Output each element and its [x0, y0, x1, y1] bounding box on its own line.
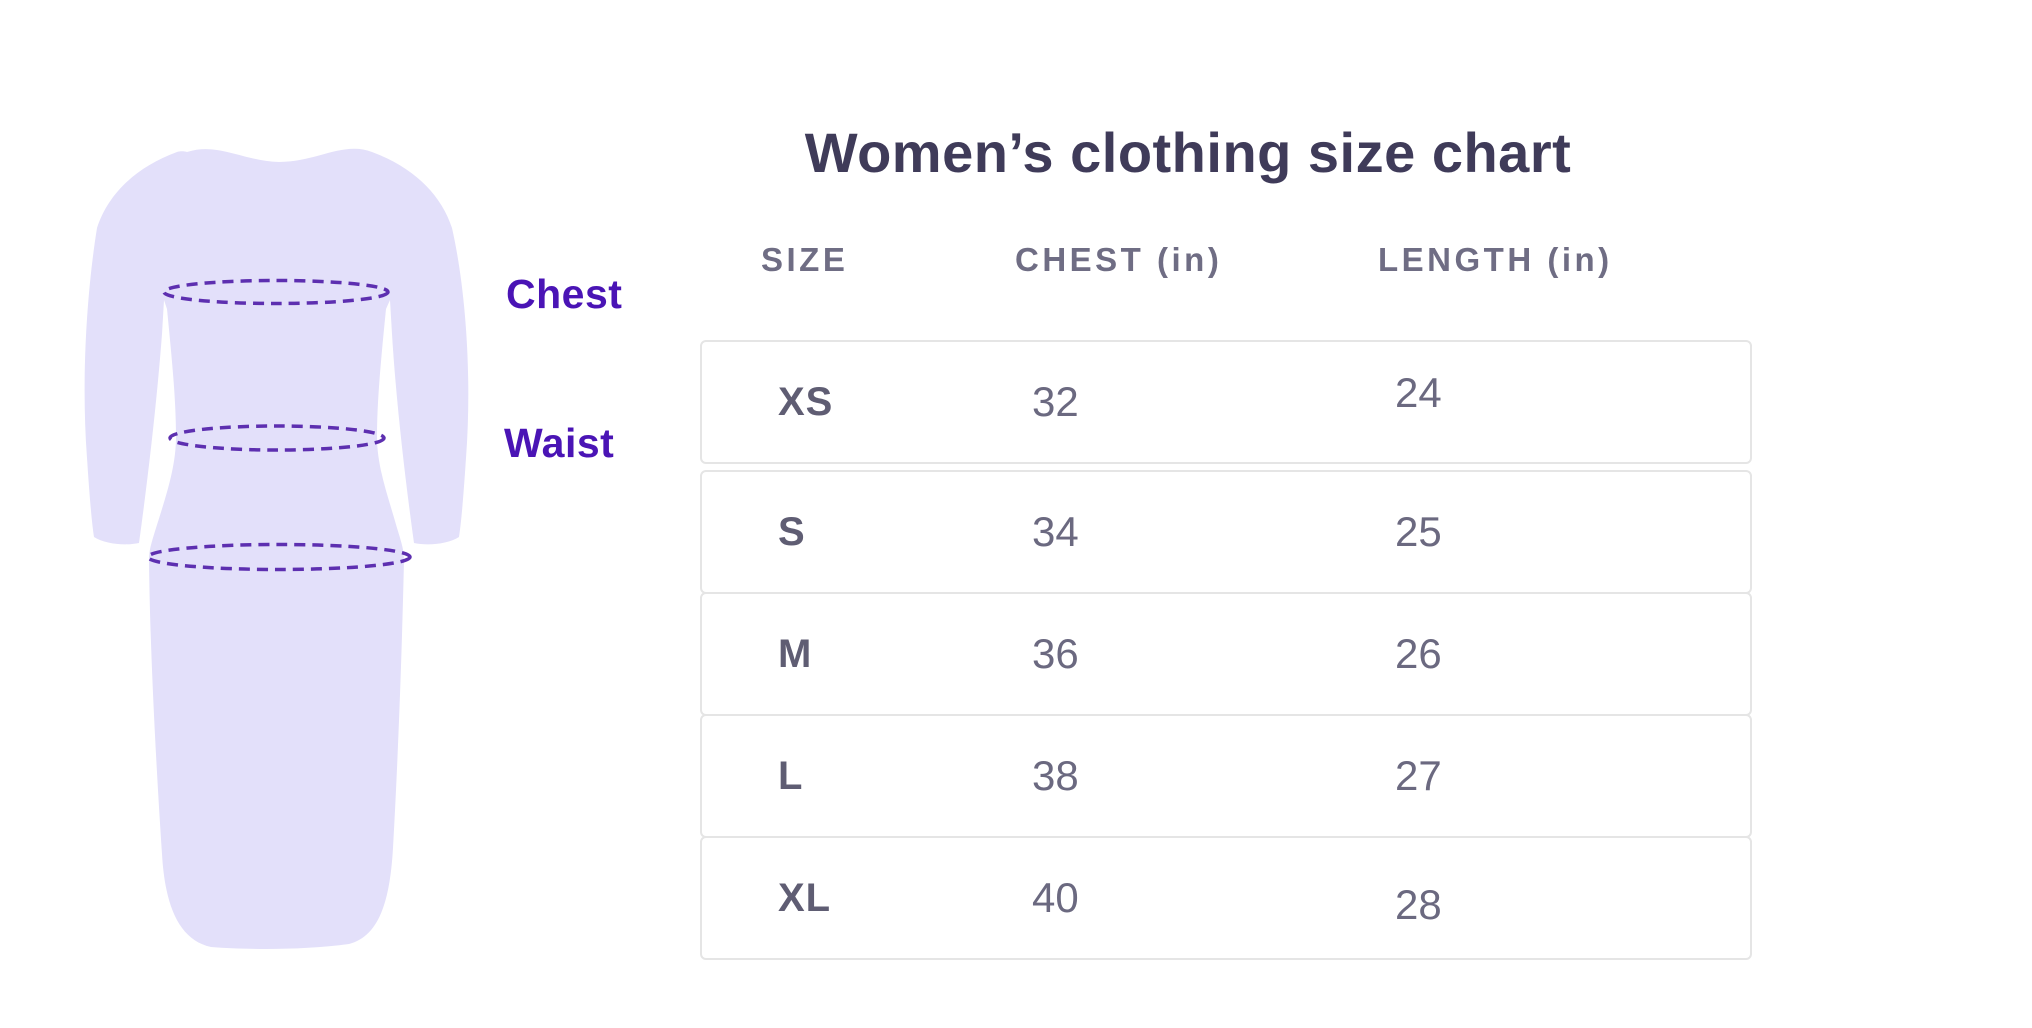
chest-cell: 32 [1032, 378, 1079, 425]
chest-cell: 38 [1032, 752, 1079, 799]
length-cell: 25 [1395, 508, 1442, 555]
length-cell: 26 [1395, 630, 1442, 677]
length-cell: 28 [1395, 881, 1442, 928]
page-title: Women’s clothing size chart [804, 121, 1572, 184]
hip-line [146, 542, 412, 572]
size-cell: XS [778, 379, 834, 424]
chest-cell: 40 [1032, 874, 1079, 921]
waist-label: Waist [504, 420, 615, 466]
size-table: XS 32 24 S 34 25 M 36 26 L 38 27 XL [700, 340, 1752, 960]
length-cell: 24 [1395, 369, 1442, 416]
table-row-m: M 36 26 [700, 592, 1752, 716]
size-cell: M [778, 631, 813, 676]
chest-label: Chest [506, 271, 623, 317]
size-cell: XL [778, 875, 832, 920]
column-header-chest: CHEST (in) [1015, 241, 1223, 278]
chest-cell: 34 [1032, 508, 1079, 555]
chest-cell: 36 [1032, 630, 1079, 677]
size-chart-panel: Women’s clothing size chart SIZE CHEST (… [700, 0, 1752, 1028]
table-row-xl: XL 40 28 [700, 836, 1752, 960]
table-row-xs: XS 32 24 [700, 340, 1752, 464]
dress-illustration [84, 148, 469, 949]
dress-figure: Chest Waist [0, 0, 700, 1028]
column-header-size: SIZE [761, 241, 849, 278]
size-cell: L [778, 753, 804, 798]
table-row-s: S 34 25 [700, 470, 1752, 594]
table-row-l: L 38 27 [700, 714, 1752, 838]
dress-silhouette [84, 148, 469, 949]
size-cell: S [778, 509, 806, 554]
chest-line [162, 278, 390, 306]
length-cell: 27 [1395, 752, 1442, 799]
waist-line [168, 424, 386, 452]
table-header-row: SIZE CHEST (in) LENGTH (in) [700, 238, 1752, 282]
column-header-length: LENGTH (in) [1378, 241, 1613, 278]
